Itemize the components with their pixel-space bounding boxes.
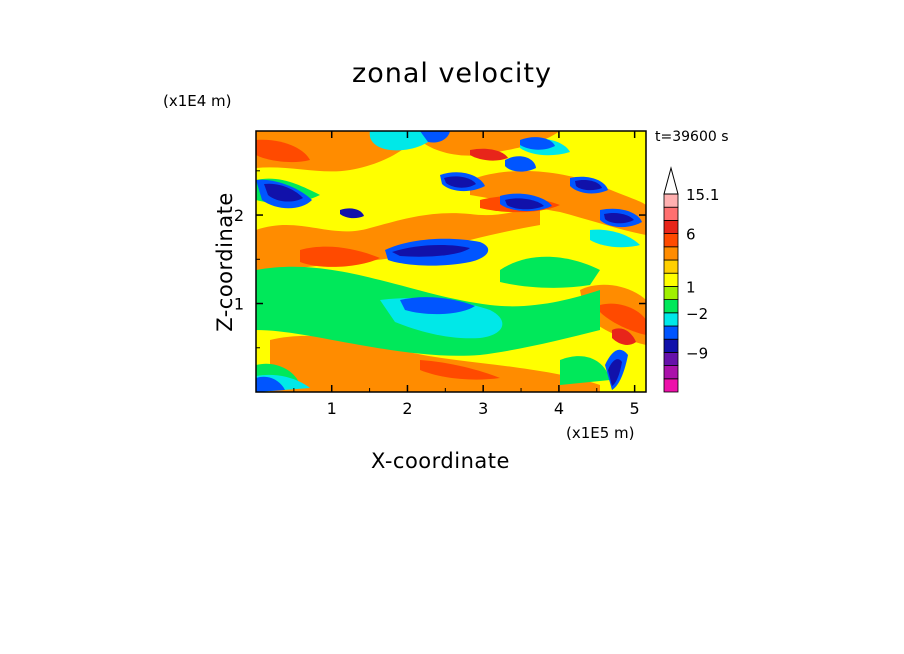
colorbar-swatch bbox=[663, 325, 679, 340]
x-axis-label: X-coordinate bbox=[371, 449, 510, 473]
z-tick-label: 1 bbox=[234, 295, 244, 314]
colorbar-tick-label: −2 bbox=[686, 305, 708, 323]
colorbar-extension bbox=[663, 166, 679, 195]
z-tick-label: 2 bbox=[234, 206, 244, 225]
x-axis-multiplier: (x1E5 m) bbox=[566, 424, 635, 442]
contour-field bbox=[256, 131, 646, 392]
colorbar-swatch bbox=[663, 246, 679, 261]
colorbar-swatch bbox=[663, 338, 679, 353]
plot-frame bbox=[255, 130, 647, 393]
colorbar-swatch bbox=[663, 193, 679, 208]
colorbar-swatch bbox=[663, 233, 679, 248]
colorbar-swatch bbox=[663, 285, 679, 300]
colorbar: 15.1 6 1 −2 −9 bbox=[663, 166, 719, 393]
colorbar-tick-label: 15.1 bbox=[686, 186, 719, 204]
time-label: t=39600 s bbox=[655, 129, 729, 145]
colorbar-tick-label: 1 bbox=[686, 278, 696, 296]
x-tick-label: 1 bbox=[327, 399, 337, 418]
colorbar-swatch bbox=[663, 299, 679, 314]
colorbar-swatch bbox=[663, 272, 679, 287]
colorbar-swatch bbox=[663, 312, 679, 327]
colorbar-tick-label: −9 bbox=[686, 344, 708, 362]
x-tick-label: 2 bbox=[402, 399, 412, 418]
colorbar-swatch bbox=[663, 365, 679, 380]
colorbar-swatch bbox=[663, 219, 679, 234]
colorbar-swatch bbox=[663, 259, 679, 274]
x-tick-label: 3 bbox=[478, 399, 488, 418]
x-axis-ticks: 1 2 3 4 5 bbox=[293, 131, 640, 418]
colorbar-swatch bbox=[663, 351, 679, 366]
colorbar-swatch bbox=[663, 206, 679, 221]
colorbar-swatch bbox=[663, 378, 679, 393]
x-tick-label: 5 bbox=[630, 399, 640, 418]
colorbar-tick-label: 6 bbox=[686, 226, 696, 244]
x-tick-label: 4 bbox=[554, 399, 564, 418]
z-axis-ticks: 12 bbox=[234, 170, 646, 349]
z-axis-multiplier: (x1E4 m) bbox=[163, 92, 232, 110]
chart-title: zonal velocity bbox=[352, 58, 552, 89]
